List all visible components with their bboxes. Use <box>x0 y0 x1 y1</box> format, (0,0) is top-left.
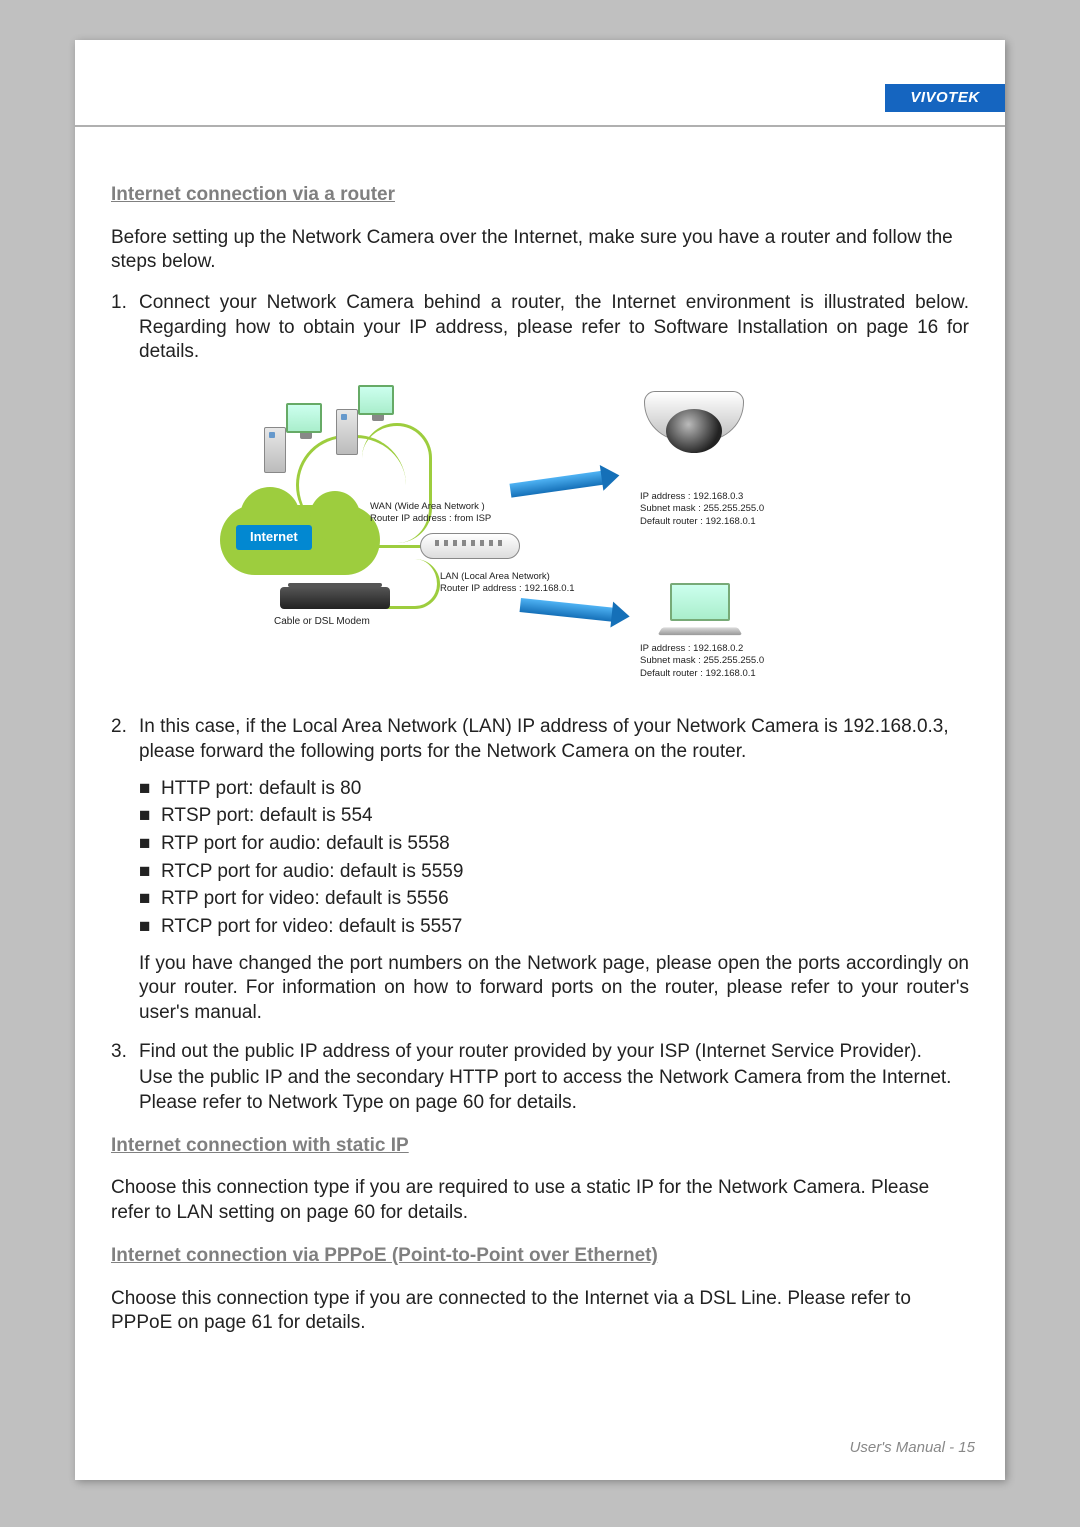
wan-line1: WAN (Wide Area Network ) <box>370 501 491 513</box>
list-item: ■RTCP port for audio: default is 5559 <box>139 860 969 885</box>
port-text: HTTP port: default is 80 <box>161 777 361 802</box>
port-text: RTP port for audio: default is 5558 <box>161 832 450 857</box>
desktop-pc-icon <box>336 385 396 455</box>
camera-mask: Subnet mask : 255.255.255.0 <box>640 503 764 515</box>
camera-ip: IP address : 192.168.0.3 <box>640 491 764 503</box>
step-3-number: 3. <box>111 1040 139 1065</box>
arrow-icon <box>509 471 606 498</box>
step-3a: 3. Find out the public IP address of you… <box>111 1040 969 1065</box>
list-item: ■RTP port for video: default is 5556 <box>139 887 969 912</box>
list-item: ■RTCP port for video: default is 5557 <box>139 915 969 940</box>
list-item: ■HTTP port: default is 80 <box>139 777 969 802</box>
port-text: RTCP port for video: default is 5557 <box>161 915 462 940</box>
camera-gw: Default router : 192.168.0.1 <box>640 516 764 528</box>
section-heading-router: Internet connection via a router <box>111 183 969 208</box>
step-3a-text: Find out the public IP address of your r… <box>139 1040 969 1065</box>
intro-paragraph: Before setting up the Network Camera ove… <box>111 226 969 275</box>
list-item: ■RTP port for audio: default is 5558 <box>139 832 969 857</box>
modem-icon <box>280 587 390 609</box>
page-footer: User's Manual - 15 <box>850 1439 975 1456</box>
step-2-note: If you have changed the port numbers on … <box>139 952 969 1026</box>
laptop-ip-info: IP address : 192.168.0.2 Subnet mask : 2… <box>640 643 764 680</box>
port-text: RTP port for video: default is 5556 <box>161 887 449 912</box>
laptop-mask: Subnet mask : 255.255.255.0 <box>640 655 764 667</box>
wan-label: WAN (Wide Area Network ) Router IP addre… <box>370 501 491 525</box>
step-1-number: 1. <box>111 291 139 365</box>
page-content: Internet connection via a router Before … <box>111 165 969 1352</box>
step-1: 1. Connect your Network Camera behind a … <box>111 291 969 365</box>
list-item: ■RTSP port: default is 554 <box>139 804 969 829</box>
lan-line2: Router IP address : 192.168.0.1 <box>440 583 575 595</box>
network-camera-icon <box>640 383 750 467</box>
arrow-icon <box>520 598 617 622</box>
desktop-pc-icon <box>264 403 324 473</box>
laptop-ip: IP address : 192.168.0.2 <box>640 643 764 655</box>
internet-label: Internet <box>236 525 312 550</box>
laptop-gw: Default router : 192.168.0.1 <box>640 668 764 680</box>
step-1-text: Connect your Network Camera behind a rou… <box>139 291 969 365</box>
section-heading-static-ip: Internet connection with static IP <box>111 1134 969 1159</box>
lan-line1: LAN (Local Area Network) <box>440 571 575 583</box>
step-2-number: 2. <box>111 715 139 764</box>
ports-list: ■HTTP port: default is 80 ■RTSP port: de… <box>139 777 969 940</box>
pppoe-body: Choose this connection type if you are c… <box>111 1287 969 1336</box>
router-icon <box>420 533 520 559</box>
static-ip-body: Choose this connection type if you are r… <box>111 1176 969 1225</box>
port-text: RTCP port for audio: default is 5559 <box>161 860 463 885</box>
laptop-icon <box>660 583 740 637</box>
port-text: RTSP port: default is 554 <box>161 804 373 829</box>
brand-badge: VIVOTEK <box>885 84 1005 112</box>
page: VIVOTEK Internet connection via a router… <box>75 40 1005 1480</box>
section-heading-pppoe: Internet connection via PPPoE (Point-to-… <box>111 1244 969 1269</box>
lan-label: LAN (Local Area Network) Router IP addre… <box>440 571 575 595</box>
camera-ip-info: IP address : 192.168.0.3 Subnet mask : 2… <box>640 491 764 528</box>
network-diagram: Internet Cable or DSL Modem WAN (Wide Ar… <box>220 375 860 695</box>
modem-label: Cable or DSL Modem <box>274 615 370 628</box>
wan-line2: Router IP address : from ISP <box>370 513 491 525</box>
step-3b-text: Use the public IP and the secondary HTTP… <box>139 1066 969 1115</box>
step-2: 2. In this case, if the Local Area Netwo… <box>111 715 969 764</box>
step-2-text: In this case, if the Local Area Network … <box>139 715 969 764</box>
header-separator <box>75 125 1005 127</box>
